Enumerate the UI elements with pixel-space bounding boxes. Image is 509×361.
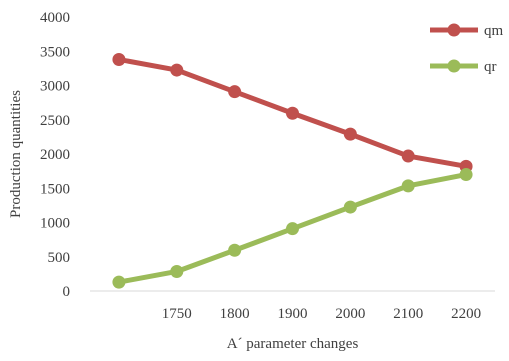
legend-swatch-marker [447, 59, 461, 73]
series-layer [112, 52, 473, 289]
data-point-qm [343, 127, 357, 141]
x-axis: 1750 1800 1900 2000 2100 2200 [162, 306, 481, 322]
data-point-qr [459, 168, 473, 182]
y-tick-label: 3000 [40, 79, 70, 95]
data-point-qr [343, 200, 357, 214]
y-axis-label: Production quantities [8, 90, 24, 218]
legend-label: qm [484, 23, 504, 39]
legend-swatch-marker [447, 23, 461, 37]
data-point-qr [228, 243, 242, 257]
legend: qm qr [430, 23, 504, 75]
y-axis: 0 500 1000 1500 2000 2500 3000 3500 4000 [40, 10, 70, 300]
y-tick-label: 1500 [40, 181, 70, 197]
x-tick-label: 2100 [393, 306, 423, 322]
data-point-qr [286, 222, 299, 236]
x-tick-label: 1750 [162, 306, 192, 322]
y-tick-label: 500 [48, 250, 71, 266]
y-tick-label: 3500 [40, 44, 70, 60]
x-tick-label: 2200 [451, 306, 481, 322]
data-point-qm [401, 149, 415, 163]
series-qr [112, 168, 473, 289]
legend-item-qr: qr [430, 59, 497, 75]
y-tick-label: 2000 [40, 147, 70, 163]
x-tick-label: 2000 [335, 306, 365, 322]
data-point-qr [112, 275, 126, 289]
x-axis-label: A´ parameter changes [227, 336, 359, 352]
y-tick-label: 1000 [40, 216, 70, 232]
data-point-qr [170, 264, 184, 278]
y-tick-label: 0 [63, 284, 71, 300]
data-point-qr [401, 179, 415, 193]
data-point-qm [170, 63, 184, 77]
series-qm [112, 52, 473, 173]
y-tick-label: 2500 [40, 113, 70, 129]
legend-label: qr [484, 59, 497, 75]
x-tick-label: 1900 [278, 306, 308, 322]
data-point-qm [228, 85, 242, 99]
data-point-qm [286, 106, 299, 120]
data-point-qm [112, 52, 126, 66]
legend-item-qm: qm [430, 23, 504, 39]
x-tick-label: 1800 [220, 306, 250, 322]
y-tick-label: 4000 [40, 10, 70, 26]
